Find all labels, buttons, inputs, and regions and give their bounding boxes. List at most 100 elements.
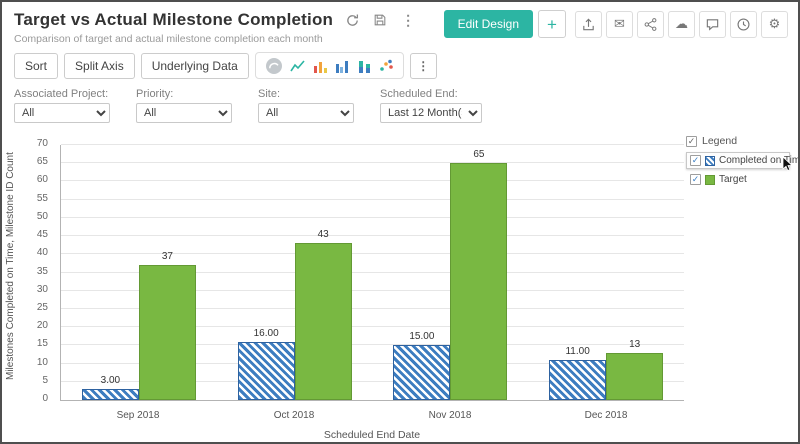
y-tick-label: 70	[36, 138, 48, 149]
y-tick-label: 15	[36, 338, 48, 350]
y-tick-label: 20	[36, 320, 48, 332]
y-tick-label: 30	[36, 283, 48, 295]
save-icon[interactable]	[371, 11, 389, 29]
filter-select-site[interactable]: All	[258, 103, 354, 123]
gridline	[61, 162, 684, 164]
bar-group: 16.00 43	[217, 145, 373, 400]
bar-group: 3.00 37	[61, 145, 217, 400]
gridline	[61, 271, 684, 273]
gridline	[61, 235, 684, 237]
refresh-icon[interactable]	[343, 11, 361, 29]
gridline	[61, 326, 684, 328]
bar-completed-on-time[interactable]: 16.00	[237, 328, 295, 400]
bar-value-label: 65	[473, 149, 485, 161]
bar-completed-on-time[interactable]: 15.00	[393, 331, 451, 400]
x-axis-title: Scheduled End Date	[323, 429, 421, 441]
bar-target[interactable]: 37	[138, 251, 196, 400]
filter-label: Scheduled End:	[380, 88, 458, 100]
legend-header-checkbox[interactable]: ✓	[686, 135, 697, 147]
title-kebab-menu-icon[interactable]: ⋮	[401, 11, 416, 28]
legend-item[interactable]: ✓ Target	[686, 171, 790, 188]
gridlines	[61, 144, 684, 400]
x-category-label: Nov 2018	[428, 410, 472, 421]
filter-select-scheduled-end[interactable]: Last 12 Month(s)	[380, 103, 482, 123]
chart-type-grouped-bar-icon[interactable]	[335, 59, 350, 73]
clock-icon[interactable]	[730, 10, 757, 38]
chart-toolbar: Sort Split Axis Underlying Data ⋮	[2, 47, 798, 83]
filter-priority: Priority: All	[136, 88, 232, 123]
header: Target vs Actual Milestone Completion ⋮ …	[2, 2, 798, 47]
bar-target[interactable]: 65	[450, 149, 508, 400]
legend-item-checkbox[interactable]: ✓	[690, 155, 701, 166]
filter-label: Associated Project:	[14, 88, 109, 100]
gridline	[61, 362, 684, 364]
gridline	[61, 289, 684, 291]
mouse-cursor	[782, 156, 794, 172]
split-axis-button[interactable]: Split Axis	[64, 52, 135, 79]
legend-item-checkbox[interactable]: ✓	[690, 174, 701, 185]
legend-swatch	[705, 174, 715, 185]
gridline	[61, 253, 684, 255]
y-tick-label: 45	[36, 229, 48, 241]
add-button[interactable]: +	[538, 10, 566, 38]
chart-type-stacked-bar-icon[interactable]	[357, 59, 372, 73]
legend-label: Target	[719, 174, 747, 185]
y-tick-label: 5	[42, 374, 48, 386]
header-actions: Edit Design + ✉ ☁ ⚙	[443, 10, 788, 38]
chart-type-bar-icon[interactable]	[313, 59, 328, 73]
legend: ✓ Legend ✓ Completed on Time ✓ Target	[686, 135, 798, 190]
chart-type-gauge-icon[interactable]	[265, 57, 283, 75]
y-tick-label: 40	[36, 247, 48, 259]
bar-completed-on-time[interactable]: 11.00	[549, 346, 607, 400]
bar-value-label: 37	[161, 251, 173, 263]
gridline	[61, 216, 684, 218]
underlying-data-button[interactable]: Underlying Data	[140, 52, 249, 79]
chart-region: Milestones Completed on Time, Milestone …	[2, 131, 798, 442]
cloud-icon[interactable]: ☁	[668, 10, 695, 38]
filter-select-associated-project[interactable]: All	[14, 103, 110, 123]
email-icon[interactable]: ✉	[606, 10, 633, 38]
page-title: Target vs Actual Milestone Completion	[14, 10, 334, 29]
bar-target[interactable]: 43	[294, 229, 352, 400]
chart-type-scatter-icon[interactable]	[379, 59, 394, 73]
export-icon[interactable]	[575, 10, 602, 38]
filter-associated-project: Associated Project: All	[14, 88, 110, 123]
gridline	[61, 198, 684, 200]
share-icon[interactable]	[637, 10, 664, 38]
filters-row: Associated Project: All Priority: All Site: A…	[2, 83, 798, 131]
bar-value-label: 43	[317, 229, 329, 241]
settings-gear-icon[interactable]: ⚙	[761, 10, 788, 38]
y-tick-label: 0	[42, 393, 48, 404]
chart-type-group	[254, 52, 404, 79]
filter-label: Priority:	[136, 88, 174, 100]
y-tick-label: 55	[36, 192, 48, 204]
legend-header[interactable]: ✓ Legend	[686, 135, 790, 147]
legend-item[interactable]: ✓ Completed on Time	[686, 152, 798, 169]
plot-area: 0 5 10 15 20 25 30 35 40 45 50 55 60 65 70 3.00 37 16.00…	[37, 138, 684, 404]
legend-label: Completed on Time	[719, 155, 800, 166]
bar-value-label: 3.00	[100, 375, 121, 387]
toolbar-kebab-menu-icon[interactable]: ⋮	[409, 52, 437, 79]
bar-groups: 3.00 37 16.00 43 15.00 65 11.00 13	[61, 145, 684, 400]
filter-scheduled-end: Scheduled End: Last 12 Month(s)	[380, 88, 482, 123]
filter-select-priority[interactable]: All	[136, 103, 232, 123]
x-labels: Sep 2018 Oct 2018 Nov 2018 Dec 2018	[60, 410, 684, 421]
sort-button[interactable]: Sort	[14, 52, 59, 79]
x-category-label: Oct 2018	[273, 410, 315, 421]
legend-swatch	[705, 155, 715, 166]
y-tick-label: 10	[36, 356, 48, 368]
bar-completed-on-time[interactable]: 3.00	[81, 375, 139, 400]
y-tick-label: 50	[36, 210, 48, 222]
gridline	[61, 344, 684, 346]
chart-type-line-icon[interactable]	[290, 59, 306, 73]
bar-value-label: 13	[629, 338, 641, 350]
bar-value-label: 11.00	[565, 345, 590, 357]
gridline	[61, 144, 684, 145]
edit-design-button[interactable]: Edit Design	[443, 10, 533, 38]
y-tick-label: 35	[36, 265, 48, 277]
y-tick-label: 65	[36, 156, 48, 168]
bar-value-label: 16.00	[253, 327, 279, 339]
title-block: Target vs Actual Milestone Completion ⋮ …	[14, 10, 417, 45]
comment-icon[interactable]	[699, 10, 726, 38]
bar-target[interactable]: 13	[606, 339, 664, 400]
